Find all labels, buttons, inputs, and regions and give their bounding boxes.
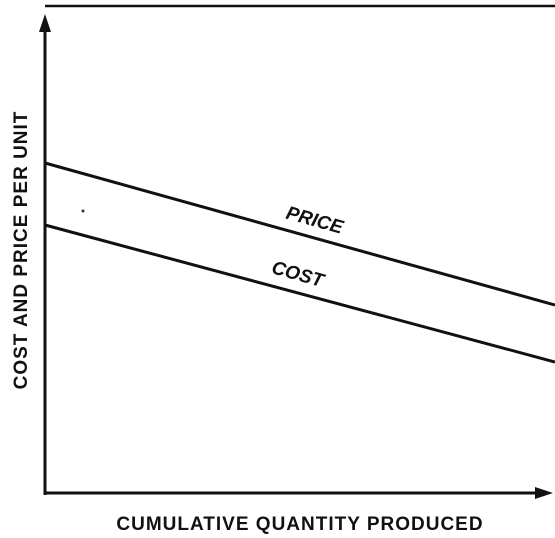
x-axis-arrow xyxy=(535,487,553,499)
price-line xyxy=(44,161,555,307)
cost-line xyxy=(44,223,555,364)
x-axis-label: CUMULATIVE QUANTITY PRODUCED xyxy=(116,514,483,535)
y-axis-arrow xyxy=(39,14,51,32)
y-axis-label: COST AND PRICE PER UNIT xyxy=(11,111,32,390)
speck xyxy=(81,209,85,213)
